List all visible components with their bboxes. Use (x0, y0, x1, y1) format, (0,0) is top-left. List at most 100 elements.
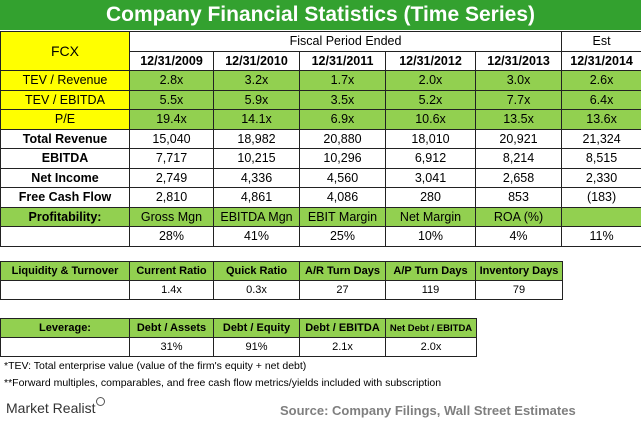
value-cell: 4% (474, 226, 563, 247)
value-cell: 2.6x (561, 70, 641, 91)
value-cell: 7,717 (129, 148, 214, 169)
metric-header (561, 206, 641, 227)
value-cell: 5.2x (385, 89, 476, 110)
metric-header: A/R Turn Days (299, 261, 386, 281)
value-cell: 10,296 (299, 148, 386, 169)
value-cell: 2,749 (129, 167, 214, 188)
value-cell: 20,880 (299, 128, 386, 149)
value-cell: 21,324 (561, 128, 641, 149)
logo-text: Market Realist (6, 400, 96, 416)
empty-cell (0, 280, 130, 300)
period-header: 12/31/2009 (129, 50, 214, 71)
financial-row: Total Revenue 15,040 18,982 20,880 18,01… (0, 128, 641, 149)
value-cell: 2.0x (385, 70, 476, 91)
value-cell: 20,921 (474, 128, 563, 149)
value-cell: (183) (561, 187, 641, 208)
value-cell: 91% (213, 337, 300, 357)
value-cell: 280 (385, 187, 476, 208)
financial-row: Free Cash Flow 2,810 4,861 4,086 280 853… (0, 187, 641, 208)
row-label: EBITDA (0, 148, 130, 169)
value-cell: 6.4x (561, 89, 641, 110)
metric-header: Quick Ratio (213, 261, 300, 281)
row-label: TEV / EBITDA (0, 89, 130, 110)
profitability-header-row: Profitability: Gross Mgn EBITDA Mgn EBIT… (0, 206, 641, 227)
value-cell: 11% (561, 226, 641, 247)
value-cell: 3.0x (474, 70, 563, 91)
period-header: 12/31/2013 (474, 50, 563, 71)
profitability-label: Profitability: (0, 206, 130, 227)
value-cell: 10,215 (213, 148, 300, 169)
footnote: *TEV: Total enterprise value (value of t… (4, 360, 307, 372)
value-cell: 8,214 (474, 148, 563, 169)
value-cell: 41% (213, 226, 300, 247)
value-cell: 2,330 (561, 167, 641, 188)
value-cell: 6,912 (385, 148, 476, 169)
brand-logo: Market Realist (6, 397, 106, 416)
financial-table: FCX Fiscal Period Ended Est 12/31/2009 1… (0, 31, 641, 247)
period-header: 12/31/2012 (385, 50, 476, 71)
row-label: Free Cash Flow (0, 187, 130, 208)
value-cell: 2,810 (129, 187, 214, 208)
metric-header: Inventory Days (475, 261, 563, 281)
value-cell: 4,086 (299, 187, 386, 208)
value-cell: 13.6x (561, 109, 641, 130)
liquidity-label: Liquidity & Turnover (0, 261, 130, 281)
est-label: Est (561, 31, 641, 51)
value-cell: 14.1x (213, 109, 300, 130)
value-cell: 6.9x (299, 109, 386, 130)
liquidity-table: Liquidity & Turnover Current Ratio Quick… (0, 261, 563, 300)
ticker-cell: FCX (0, 31, 130, 71)
value-cell: 28% (129, 226, 214, 247)
period-header: 12/31/2014 (561, 50, 641, 71)
header-row-top: FCX Fiscal Period Ended Est (0, 31, 641, 71)
metric-header: Net Margin (385, 206, 476, 227)
empty-cell (0, 226, 130, 247)
value-cell: 15,040 (129, 128, 214, 149)
row-label: Net Income (0, 167, 130, 188)
header-row-periods: 12/31/2009 12/31/2010 12/31/2011 12/31/2… (1, 50, 641, 71)
value-cell: 4,560 (299, 167, 386, 188)
value-cell: 19.4x (129, 109, 214, 130)
value-cell: 3.5x (299, 89, 386, 110)
footnote: **Forward multiples, comparables, and fr… (4, 377, 442, 389)
value-cell: 18,982 (213, 128, 300, 149)
period-header: 12/31/2011 (299, 50, 386, 71)
value-cell: 0.3x (213, 280, 300, 300)
multiple-row: TEV / Revenue 2.8x 3.2x 1.7x 2.0x 3.0x 2… (0, 70, 641, 91)
value-cell: 79 (475, 280, 563, 300)
row-label: P/E (0, 109, 130, 130)
value-cell: 7.7x (474, 89, 563, 110)
value-cell: 5.5x (129, 89, 214, 110)
multiple-row: TEV / EBITDA 5.5x 5.9x 3.5x 5.2x 7.7x 6.… (0, 89, 641, 110)
metric-header: EBITDA Mgn (213, 206, 300, 227)
financial-row: Net Income 2,749 4,336 4,560 3,041 2,658… (0, 167, 641, 188)
value-cell: 2.8x (129, 70, 214, 91)
value-cell: 31% (129, 337, 214, 357)
profitability-values-row: 28% 41% 25% 10% 4% 11% (0, 226, 641, 247)
value-cell: 3,041 (385, 167, 476, 188)
value-cell: 13.5x (474, 109, 563, 130)
value-cell: 18,010 (385, 128, 476, 149)
value-cell: 1.4x (129, 280, 214, 300)
value-cell: 5.9x (213, 89, 300, 110)
value-cell: 25% (299, 226, 386, 247)
value-cell: 2.0x (385, 337, 477, 357)
value-cell: 4,861 (213, 187, 300, 208)
value-cell: 1.7x (299, 70, 386, 91)
value-cell: 8,515 (561, 148, 641, 169)
leverage-label: Leverage: (0, 318, 130, 338)
value-cell: 3.2x (213, 70, 300, 91)
metric-header: Debt / Equity (213, 318, 300, 338)
value-cell: 10.6x (385, 109, 476, 130)
value-cell: 853 (474, 187, 563, 208)
page-title: Company Financial Statistics (Time Serie… (0, 0, 641, 30)
fiscal-period-label: Fiscal Period Ended (128, 31, 563, 51)
value-cell: 119 (385, 280, 476, 300)
metric-header: ROA (%) (474, 206, 563, 227)
magnifier-icon (96, 397, 106, 406)
metric-header: Debt / Assets (129, 318, 214, 338)
metric-header: Current Ratio (129, 261, 214, 281)
row-label: TEV / Revenue (0, 70, 130, 91)
metric-header: Gross Mgn (129, 206, 214, 227)
period-header: 12/31/2010 (213, 50, 300, 71)
